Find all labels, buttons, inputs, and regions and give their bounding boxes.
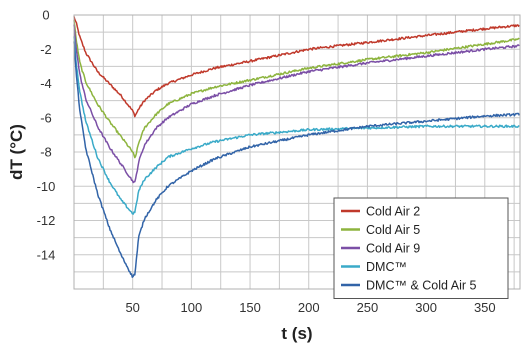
x-tick-label: 200	[298, 300, 320, 315]
y-tick-label: -2	[40, 42, 52, 57]
series-line-4	[73, 36, 520, 215]
legend: Cold Air 2 Cold Air 5 Cold Air 9 DMC™ DMC™ &…	[333, 197, 509, 299]
y-tick-label: -12	[37, 213, 56, 228]
x-tick-label: 150	[239, 300, 261, 315]
legend-label-3: Cold Air 9	[366, 242, 420, 256]
series-line-5	[73, 41, 520, 278]
x-tick-label: 250	[357, 300, 379, 315]
x-tick-label: 350	[474, 300, 496, 315]
x-tick-label: 100	[181, 300, 203, 315]
series-lines	[73, 16, 520, 278]
series-line-2	[73, 20, 520, 159]
y-axis-title: dT (°C)	[7, 124, 26, 180]
y-tick-labels: 0 -2 -4 -6 -8 -10 -12 -14	[37, 8, 56, 263]
legend-box	[333, 197, 509, 299]
x-tick-labels: 50 100 150 200 250 300 350	[125, 300, 495, 315]
y-tick-label: -14	[37, 247, 56, 262]
y-tick-label: 0	[42, 8, 49, 23]
y-tick-label: -10	[37, 179, 56, 194]
x-axis-title: t (s)	[281, 324, 312, 343]
y-tick-label: -8	[40, 145, 52, 160]
legend-label-2: Cold Air 5	[366, 223, 420, 237]
x-tick-label: 50	[125, 300, 139, 315]
legend-label-5: DMC™ & Cold Air 5	[366, 279, 476, 293]
series-line-3	[73, 24, 520, 184]
y-tick-label: -4	[40, 76, 52, 91]
plot-frame	[73, 14, 521, 290]
legend-label-1: Cold Air 2	[366, 205, 420, 219]
y-tick-label: -6	[40, 110, 52, 125]
legend-label-4: DMC™	[366, 260, 407, 274]
x-tick-label: 300	[415, 300, 437, 315]
series-line-1	[73, 16, 520, 118]
